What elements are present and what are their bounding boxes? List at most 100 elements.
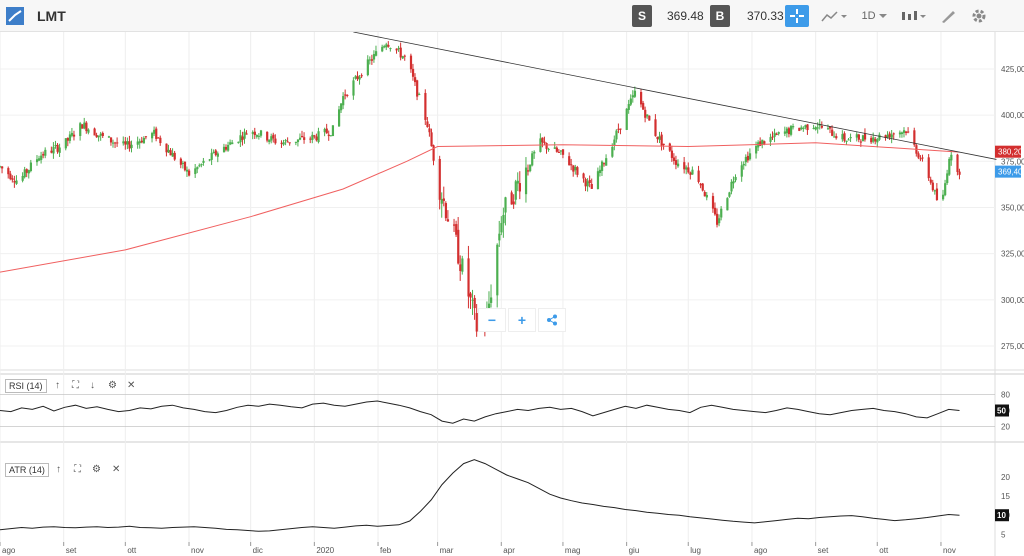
candle-body (763, 141, 766, 144)
candle-body (685, 167, 688, 170)
candle-body (547, 148, 550, 150)
x-axis-label: dic (253, 546, 263, 555)
candle-body (884, 135, 887, 139)
candle-body (870, 137, 873, 143)
fullscreen-icon[interactable]: ⛶ (72, 380, 79, 391)
candle-body (490, 297, 493, 303)
candle-body (769, 137, 772, 142)
candle-body (83, 122, 86, 129)
candle-body (440, 199, 443, 204)
candle-body (229, 142, 232, 145)
candle-body (806, 124, 809, 131)
sell-label[interactable]: S (632, 5, 652, 27)
y-axis-label: 325,00 (1001, 250, 1024, 259)
candle-body (288, 142, 291, 144)
arrow-up-icon[interactable]: ↑ (56, 464, 61, 475)
candles-group (0, 41, 961, 337)
candle-body (446, 219, 450, 222)
candle-body (582, 173, 585, 179)
candle-body (126, 141, 129, 145)
zoom-in-button[interactable]: + (508, 308, 536, 332)
gear-icon[interactable]: ⚙ (108, 380, 117, 391)
candle-body (761, 139, 764, 145)
candle-body (294, 141, 298, 143)
y-axis-label: 375,00 (1001, 157, 1024, 166)
candle-body (701, 183, 704, 191)
sell-price[interactable]: 369.48 (667, 9, 704, 23)
buy-label[interactable]: B (710, 5, 730, 27)
candle-body (358, 76, 361, 80)
candle-body (800, 127, 803, 130)
chart-type-button[interactable] (818, 5, 850, 27)
candle-body (516, 180, 519, 184)
top-toolbar: LMT S 369.48 B 370.33 1D (0, 0, 1024, 32)
candle-body (611, 147, 614, 157)
candle-body (227, 144, 230, 151)
candle-body (789, 126, 793, 135)
candle-body (617, 128, 620, 130)
candle-body (892, 133, 895, 135)
candle-body (849, 137, 852, 139)
candle-body (40, 155, 43, 160)
candle-body (35, 159, 39, 163)
candle-body (570, 164, 573, 166)
candle-body (138, 141, 141, 144)
candle-body (905, 131, 908, 133)
settings-button[interactable] (968, 5, 990, 27)
candle-body (360, 75, 363, 77)
candles-button[interactable] (898, 5, 928, 27)
candle-body (409, 55, 413, 70)
chart-area[interactable]: ago set ott nov dic 2020 feb mar apr mag giu lug ago… (0, 32, 1024, 556)
candle-body (453, 224, 456, 226)
candle-body (173, 152, 176, 160)
candle-body (859, 141, 863, 143)
close-icon[interactable]: ✕ (127, 380, 136, 391)
fullscreen-icon[interactable]: ⛶ (74, 464, 81, 475)
crosshair-button[interactable] (785, 5, 809, 27)
candle-body (66, 137, 69, 141)
arrow-down-icon[interactable]: ↓ (90, 380, 95, 391)
timeframe-button[interactable]: 1D (860, 5, 888, 27)
candle-body (257, 135, 261, 137)
buy-price[interactable]: 370.33 (747, 9, 784, 23)
candle-body (99, 133, 102, 136)
candle-body (224, 146, 228, 150)
candle-body (54, 145, 57, 147)
candle-body (354, 76, 357, 79)
candle-body (818, 124, 821, 126)
candle-body (946, 173, 949, 183)
candle-body (270, 136, 273, 141)
candle-body (584, 179, 587, 187)
arrow-up-icon[interactable]: ↑ (55, 380, 60, 391)
share-button[interactable] (538, 308, 566, 332)
zoom-out-button[interactable]: − (478, 308, 506, 332)
candle-body (919, 158, 922, 160)
atr-value-badge-text: 10 (997, 511, 1006, 520)
candle-body (424, 92, 427, 120)
candle-body (902, 130, 906, 133)
candle-body (153, 129, 156, 134)
candle-body (85, 122, 88, 132)
ma-price-badge-text: 380,20 (998, 148, 1023, 157)
candle-body (144, 136, 148, 138)
candle-body (52, 146, 55, 154)
candle-body (831, 129, 834, 136)
candle-body (200, 164, 203, 166)
candle-body (259, 130, 263, 136)
candle-body (812, 127, 815, 129)
close-icon[interactable]: ✕ (112, 464, 121, 475)
draw-button[interactable] (938, 5, 960, 27)
candle-body (389, 48, 392, 50)
gear-icon[interactable]: ⚙ (92, 464, 101, 475)
candle-body (662, 143, 665, 146)
candle-body (95, 135, 98, 138)
candle-body (169, 150, 172, 156)
candle-body (603, 163, 606, 165)
candle-body (913, 130, 916, 145)
candle-body (907, 131, 910, 133)
candle-body (315, 136, 318, 141)
candle-body (411, 68, 415, 77)
candle-body (524, 167, 528, 195)
candle-body (732, 180, 735, 184)
timeframe-dropdown-icon (878, 14, 887, 18)
